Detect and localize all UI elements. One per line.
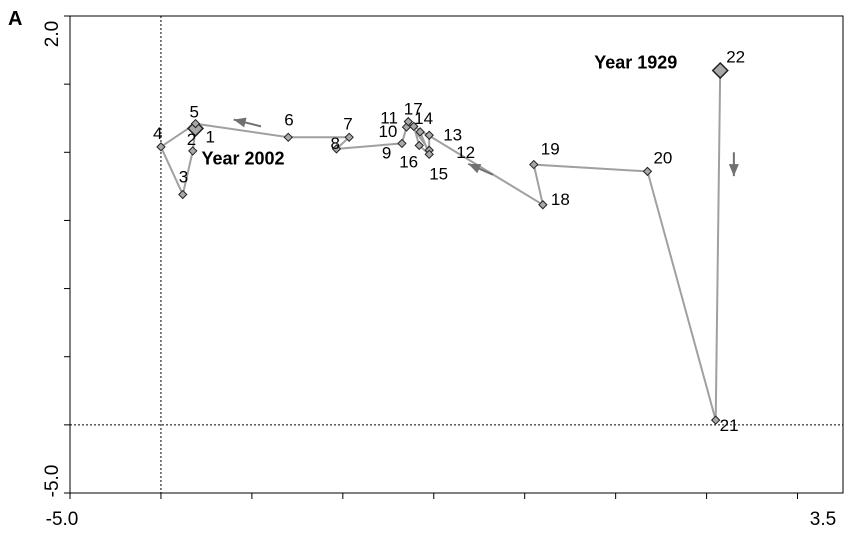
point-label-14: 14 [414, 109, 433, 128]
point-label-1: 1 [205, 127, 214, 146]
direction-arrow [728, 152, 739, 177]
reference-lines [70, 16, 843, 493]
direction-arrow [233, 117, 262, 128]
annotations: Year 2002 Year 1929 [201, 53, 677, 169]
axis-ticks: -5.0 3.5 -5.0 2.0 [42, 15, 836, 530]
point-label-15: 15 [429, 164, 448, 183]
data-point-21 [710, 415, 721, 425]
trajectory-line [159, 70, 722, 421]
data-point-6 [283, 132, 293, 143]
data-point-1 [186, 119, 205, 137]
point-label-5: 5 [189, 103, 198, 122]
point-label-7: 7 [343, 114, 352, 133]
trajectory-lines [159, 70, 722, 421]
data-point-19 [529, 159, 539, 170]
point-label-21: 21 [720, 416, 739, 435]
y-tick-label-max: 2.0 [42, 21, 63, 47]
data-point-14 [415, 127, 425, 137]
data-point-16 [414, 140, 424, 151]
point-label-9: 9 [382, 143, 391, 162]
data-point-3 [178, 189, 188, 200]
point-label-17: 17 [404, 99, 423, 118]
x-tick-label-min: -5.0 [46, 509, 79, 530]
data-point-13 [424, 130, 434, 140]
point-label-13: 13 [443, 125, 462, 144]
y-tick-label-min: -5.0 [42, 465, 63, 498]
x-tick-label-max: 3.5 [810, 509, 836, 530]
point-label-20: 20 [653, 148, 672, 167]
data-points [156, 61, 729, 425]
point-label-4: 4 [153, 124, 162, 143]
point-label-6: 6 [284, 110, 293, 129]
data-point-15 [424, 149, 434, 160]
arrow-head [728, 164, 739, 177]
arrow-head [468, 163, 482, 174]
data-point-5 [190, 118, 201, 129]
data-point-2 [188, 146, 198, 156]
direction-arrows [233, 117, 739, 177]
annotation-year-2002: Year 2002 [201, 148, 284, 168]
point-label-12: 12 [456, 143, 475, 162]
panel-label: A [8, 8, 23, 30]
data-point-17 [409, 121, 419, 132]
data-point-8 [331, 144, 342, 154]
data-point-9 [397, 138, 407, 149]
plot-frame [69, 15, 844, 494]
data-point-11 [403, 116, 414, 127]
point-label-10: 10 [378, 122, 397, 141]
point-label-3: 3 [179, 168, 188, 187]
point-label-18: 18 [551, 190, 570, 209]
point-label-19: 19 [541, 140, 560, 159]
point-label-16: 16 [399, 152, 418, 171]
data-point-20 [642, 166, 653, 177]
data-point-4 [156, 142, 166, 152]
arrow-head [233, 117, 247, 128]
data-point-22 [711, 61, 729, 80]
annotation-year-1929: Year 1929 [594, 53, 677, 73]
point-label-8: 8 [330, 134, 339, 153]
direction-arrow [467, 162, 494, 176]
data-point-18 [538, 200, 548, 210]
data-point-7 [344, 132, 354, 143]
point-label-2: 2 [187, 130, 196, 149]
plot-border [69, 15, 844, 494]
point-label-22: 22 [726, 48, 745, 67]
point-label-11: 11 [380, 109, 398, 128]
